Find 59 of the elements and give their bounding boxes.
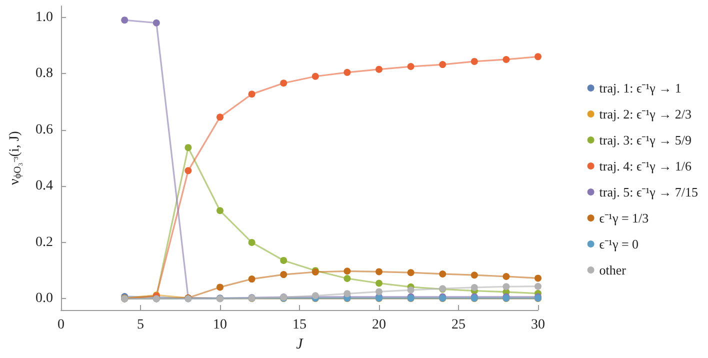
point (376, 288, 382, 296)
legend-label: ϵ⁻¹γ = 0 (599, 236, 639, 252)
point (534, 53, 542, 60)
point (184, 144, 192, 152)
point (534, 282, 542, 290)
point (407, 286, 414, 294)
legend-label: traj. 1: ϵ⁻¹γ → 1 (599, 80, 682, 96)
x-tick-label: 25 (452, 318, 466, 332)
x-tick-label: 20 (372, 318, 386, 332)
point (470, 272, 478, 279)
y-tick-label: 0.4 (36, 178, 53, 194)
point (376, 268, 382, 276)
point (376, 280, 382, 287)
point (439, 270, 446, 278)
point (376, 66, 382, 73)
legend-label: other (599, 262, 627, 278)
y-tick-label: 0.6 (36, 122, 53, 138)
y-tick-label: 0.2 (36, 234, 53, 250)
x-tick-label: 10 (213, 318, 227, 332)
x-axis-title: J (296, 336, 304, 352)
legend-label: traj. 4: ϵ⁻¹γ → 1/6 (599, 158, 692, 174)
x-tick-label: 30 (531, 318, 545, 332)
point (248, 90, 256, 98)
legend-label: traj. 5: ϵ⁻¹γ → 7/15 (599, 184, 698, 200)
point (470, 58, 478, 65)
point (312, 72, 319, 80)
point (216, 114, 224, 121)
y-tick-label: 0.0 (36, 291, 53, 306)
point (439, 61, 446, 68)
point (502, 56, 510, 63)
point (470, 284, 478, 291)
legend-label: ϵ⁻¹γ = 1/3 (599, 210, 649, 226)
x-tick-label: 15 (292, 318, 306, 332)
point (280, 256, 288, 264)
point (344, 68, 351, 76)
x-tick-label: 5 (137, 318, 144, 332)
point (248, 238, 256, 246)
point (344, 268, 351, 275)
point (216, 284, 224, 291)
y-axis-title: νϕO₃⁻³(i, J) (8, 130, 24, 185)
point (502, 283, 510, 290)
point (184, 167, 192, 174)
point (280, 271, 288, 278)
x-tick-label: 0 (58, 318, 64, 332)
y-tick-label: 1.0 (36, 10, 53, 25)
point (407, 63, 414, 70)
point (407, 269, 414, 276)
point (534, 274, 542, 282)
y-tick-label: 0.8 (36, 66, 53, 82)
point (248, 276, 256, 283)
point (502, 273, 510, 280)
point (280, 80, 288, 87)
legend-label: traj. 2: ϵ⁻¹γ → 2/3 (599, 106, 692, 122)
point (344, 274, 351, 282)
point (152, 19, 160, 26)
point (344, 290, 351, 298)
point (121, 16, 128, 24)
point (216, 207, 224, 214)
legend-label: traj. 3: ϵ⁻¹γ → 5/9 (599, 132, 692, 148)
